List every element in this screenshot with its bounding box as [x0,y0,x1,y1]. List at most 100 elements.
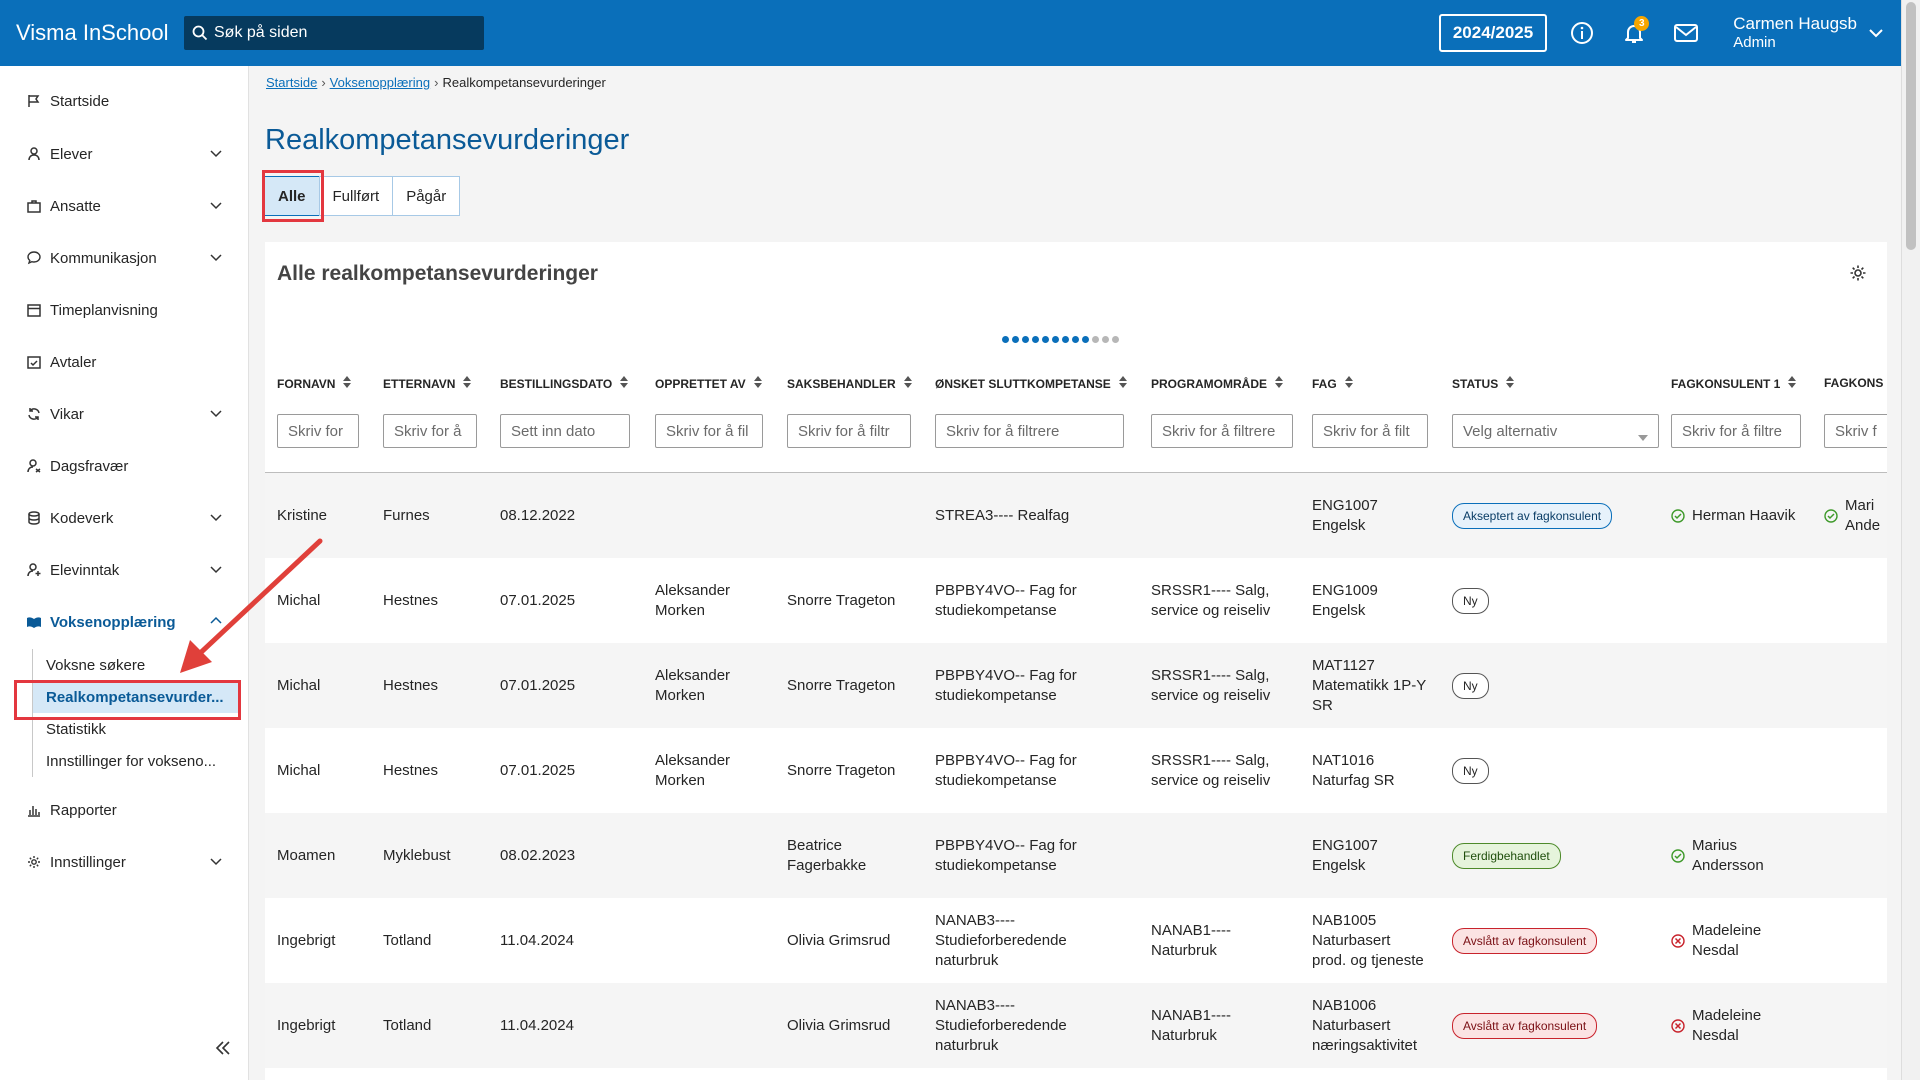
sort-icon[interactable] [1506,376,1515,391]
table-row[interactable]: Ingebrigt Totland 11.04.2024 Olivia Grimsru… [265,983,1887,1068]
column-header[interactable]: ØNSKET SLUTTKOMPETANSE [935,376,1127,391]
sidebar-item-startside[interactable]: Startside [0,83,249,119]
sidebar-item-vikar[interactable]: Vikar [0,396,249,432]
cell-text[interactable]: Totland [383,1016,432,1034]
pagination-dot[interactable] [1012,336,1019,343]
column-header[interactable]: FAGKONSULENT 1 [1671,376,1797,391]
sidebar-item-elevinntak[interactable]: Elevinntak [0,552,249,588]
column-filter-input[interactable]: Skriv for å filtrere [1151,414,1293,448]
table-row[interactable]: Moamen Myklebust 08.02.2023 Beatrice Fagerb… [265,813,1887,898]
cell-text[interactable]: Hestnes [383,676,439,694]
sidebar-item-elever[interactable]: Elever [0,136,249,172]
pagination-dot[interactable] [1032,336,1039,343]
sidebar-item-innstillinger[interactable]: Innstillinger [0,844,249,880]
sort-icon[interactable] [903,376,912,391]
column-header[interactable]: FAG [1312,376,1353,391]
column-header[interactable]: FAGKONS [1824,376,1883,390]
column-header[interactable]: FORNAVN [277,376,352,391]
column-header[interactable]: BESTILLINGSDATO [500,376,629,391]
sort-icon[interactable] [1344,376,1353,391]
column-header[interactable]: PROGRAMOMRÅDE [1151,376,1283,391]
info-button[interactable] [1565,16,1599,50]
breadcrumb-home[interactable]: Startside [266,75,318,90]
sidebar-item-dagsfravaer[interactable]: Dagsfravær [0,448,249,484]
cell-text[interactable]: Michal [277,591,321,609]
pagination-dot[interactable] [1092,336,1099,343]
pagination-dot[interactable] [1052,336,1059,343]
sidebar-item-kommunikasjon[interactable]: Kommunikasjon [0,240,249,276]
sort-icon[interactable] [753,376,762,391]
breadcrumb-section[interactable]: Voksenopplæring [329,75,431,90]
column-filter-input[interactable]: Skriv for å fil [655,414,763,448]
cell-text[interactable]: Moamen [277,846,336,864]
sidebar-subitem-voksne-sokere[interactable]: Voksne søkere [46,656,146,674]
notifications-button[interactable]: 3 [1617,16,1651,50]
app-title[interactable]: Visma InSchool [16,20,169,45]
pagination-dot[interactable] [1002,336,1009,343]
page-scrollbar[interactable] [1901,0,1920,1080]
sidebar-subitem-statistikk[interactable]: Statistikk [46,720,107,738]
cell-text[interactable]: Michal [277,761,321,779]
column-header[interactable]: OPPRETTET AV [655,376,762,391]
cell-text[interactable]: Ingebrigt [277,931,336,949]
scrollbar-thumb[interactable] [1906,2,1916,250]
pagination-dot[interactable] [1062,336,1069,343]
cell-text[interactable]: Totland [383,931,432,949]
cell-text[interactable]: Myklebust [383,846,451,864]
pagination-dot[interactable] [1072,336,1079,343]
column-filter-input[interactable]: Skriv for å filtre [1671,414,1801,448]
table-settings-button[interactable] [1849,264,1867,287]
sort-icon[interactable] [343,376,352,391]
sidebar-item-ansatte[interactable]: Ansatte [0,188,249,224]
sort-icon[interactable] [463,376,472,391]
column-filter-input[interactable]: Skriv for å [383,414,477,448]
column-header[interactable]: SAKSBEHANDLER [787,376,912,391]
column-header[interactable]: ETTERNAVN [383,376,472,391]
status-filter-select[interactable]: Velg alternativ [1452,414,1659,448]
school-year-button[interactable]: 2024/2025 [1438,14,1548,52]
table-row[interactable]: Michal Hestnes 07.01.2025 Aleksander Morken… [265,643,1887,728]
sort-icon[interactable] [1275,376,1283,391]
pagination-dot[interactable] [1042,336,1049,343]
table-row[interactable]: Michal Hestnes 07.01.2025 Aleksander Morken… [265,558,1887,643]
tab-pagar[interactable]: Pågår [392,176,461,216]
cell-text[interactable]: Furnes [383,506,430,524]
cell-text[interactable]: Kristine [277,506,328,524]
column-filter-input[interactable]: Skriv f [1824,414,1887,448]
table-row[interactable]: Kristine Furnes 08.12.2022 STREA3---- Realf… [265,473,1887,558]
search-input[interactable]: Søk på siden [184,16,484,50]
cell-text[interactable]: Hestnes [383,591,439,609]
sort-icon[interactable] [1788,376,1797,391]
tab-alle[interactable]: Alle [264,176,320,216]
sidebar-item-rapporter[interactable]: Rapporter [0,792,249,828]
column-filter-input[interactable]: Skriv for å filtrere [935,414,1124,448]
search-placeholder: Søk på siden [214,24,308,41]
column-header[interactable]: STATUS [1452,376,1515,391]
pagination-dot[interactable] [1112,336,1119,343]
sort-icon[interactable] [1118,376,1127,391]
messages-button[interactable] [1669,16,1703,50]
pagination-dot[interactable] [1082,336,1089,343]
column-filter-input[interactable]: Sett inn dato [500,414,630,448]
sidebar-item-avtaler[interactable]: Avtaler [0,344,249,380]
pagination-dot[interactable] [1102,336,1109,343]
tab-fullfort[interactable]: Fullført [318,176,394,216]
cell-text[interactable]: Ingebrigt [277,1016,336,1034]
sidebar-item-kodeverk[interactable]: Kodeverk [0,500,249,536]
table-row[interactable]: Michal Hestnes 07.01.2025 Aleksander Morken… [265,728,1887,813]
collapse-sidebar-button[interactable] [214,1040,232,1061]
cell-text[interactable]: Hestnes [383,761,439,779]
sidebar-subitem-realkompetansevurderinger[interactable]: Realkompetansevurder... [33,681,240,713]
sidebar-subitem-innstillinger-voksenopplaering[interactable]: Innstillinger for voksenо... [46,752,217,770]
column-filter-input[interactable]: Skriv for [277,414,359,448]
sort-icon[interactable] [620,376,629,391]
column-filter-input[interactable]: Skriv for å filt [1312,414,1428,448]
user-menu[interactable]: Carmen Haugsb Admin [1733,14,1883,52]
pagination-dot[interactable] [1022,336,1029,343]
sidebar-item-timeplanvisning[interactable]: Timeplanvisning [0,292,249,328]
table-row[interactable]: Ingebrigt Totland 11.04.2024 Olivia Grimsru… [265,898,1887,983]
sidebar-item-voksenopplaering[interactable]: Voksenopplæring [0,604,249,640]
pagination-dots[interactable] [1002,336,1122,343]
cell-text[interactable]: Michal [277,676,321,694]
column-filter-input[interactable]: Skriv for å filtr [787,414,911,448]
